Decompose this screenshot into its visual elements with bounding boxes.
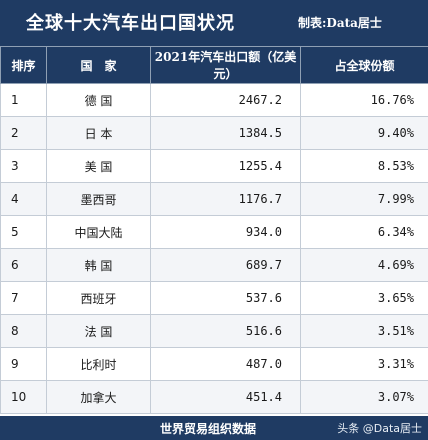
table-row: 6 韩 国 689.7 4.69% — [0, 248, 428, 282]
export-value-cell: 689.7 — [150, 248, 301, 282]
rank-cell: 5 — [0, 215, 47, 249]
country-cell: 加拿大 — [46, 380, 151, 414]
export-value-cell: 487.0 — [150, 347, 301, 381]
country-cell: 德 国 — [46, 83, 151, 117]
table-row: 3 美 国 1255.4 8.53% — [0, 149, 428, 183]
country-cell: 韩 国 — [46, 248, 151, 282]
rank-cell: 4 — [0, 182, 47, 216]
export-value-cell: 1384.5 — [150, 116, 301, 150]
column-header-country: 国 家 — [46, 46, 151, 84]
share-cell: 16.76% — [300, 83, 428, 117]
share-cell: 9.40% — [300, 116, 428, 150]
country-cell: 比利时 — [46, 347, 151, 381]
country-cell: 中国大陆 — [46, 215, 151, 249]
export-value-cell: 537.6 — [150, 281, 301, 315]
share-cell: 4.69% — [300, 248, 428, 282]
rank-cell: 7 — [0, 281, 47, 315]
table-header-row: 排序 国 家 2021年汽车出口额（亿美元） 占全球份额 — [0, 46, 428, 84]
table-row: 2 日 本 1384.5 9.40% — [0, 116, 428, 150]
rank-cell: 9 — [0, 347, 47, 381]
footer-bar: 世界贸易组织数据 头条 @Data居士 — [0, 416, 428, 440]
table-row: 10 加拿大 451.4 3.07% — [0, 380, 428, 414]
export-value-cell: 934.0 — [150, 215, 301, 249]
data-source-label: 世界贸易组织数据 — [160, 422, 257, 436]
export-value-cell: 1176.7 — [150, 182, 301, 216]
table-row: 9 比利时 487.0 3.31% — [0, 347, 428, 381]
country-cell: 西班牙 — [46, 281, 151, 315]
share-cell: 3.07% — [300, 380, 428, 414]
table-row: 1 德 国 2467.2 16.76% — [0, 83, 428, 117]
table-row: 8 法 国 516.6 3.51% — [0, 314, 428, 348]
share-cell: 3.51% — [300, 314, 428, 348]
rank-cell: 3 — [0, 149, 47, 183]
column-header-global-share: 占全球份额 — [300, 46, 428, 84]
export-table: 排序 国 家 2021年汽车出口额（亿美元） 占全球份额 1 德 国 2467.… — [0, 46, 428, 414]
country-cell: 法 国 — [46, 314, 151, 348]
export-value-cell: 2467.2 — [150, 83, 301, 117]
rank-cell: 1 — [0, 83, 47, 117]
table-row: 5 中国大陆 934.0 6.34% — [0, 215, 428, 249]
table-row: 4 墨西哥 1176.7 7.99% — [0, 182, 428, 216]
share-cell: 3.31% — [300, 347, 428, 381]
rank-cell: 8 — [0, 314, 47, 348]
share-cell: 3.65% — [300, 281, 428, 315]
share-cell: 7.99% — [300, 182, 428, 216]
column-header-rank: 排序 — [0, 46, 47, 84]
author-credit: 制表:Data居士 — [298, 16, 382, 30]
export-value-cell: 516.6 — [150, 314, 301, 348]
share-cell: 6.34% — [300, 215, 428, 249]
table-body: 1 德 国 2467.2 16.76% 2 日 本 1384.5 9.40% 3… — [0, 83, 428, 414]
rank-cell: 2 — [0, 116, 47, 150]
country-cell: 美 国 — [46, 149, 151, 183]
country-cell: 日 本 — [46, 116, 151, 150]
column-header-export-value: 2021年汽车出口额（亿美元） — [150, 46, 301, 84]
share-cell: 8.53% — [300, 149, 428, 183]
watermark: 头条 @Data居士 — [337, 422, 422, 435]
export-value-cell: 1255.4 — [150, 149, 301, 183]
page-title: 全球十大汽车出口国状况 — [26, 13, 235, 34]
table-row: 7 西班牙 537.6 3.65% — [0, 281, 428, 315]
title-bar: 全球十大汽车出口国状况 制表:Data居士 — [0, 0, 428, 46]
rank-cell: 6 — [0, 248, 47, 282]
export-value-cell: 451.4 — [150, 380, 301, 414]
rank-cell: 10 — [0, 380, 47, 414]
country-cell: 墨西哥 — [46, 182, 151, 216]
